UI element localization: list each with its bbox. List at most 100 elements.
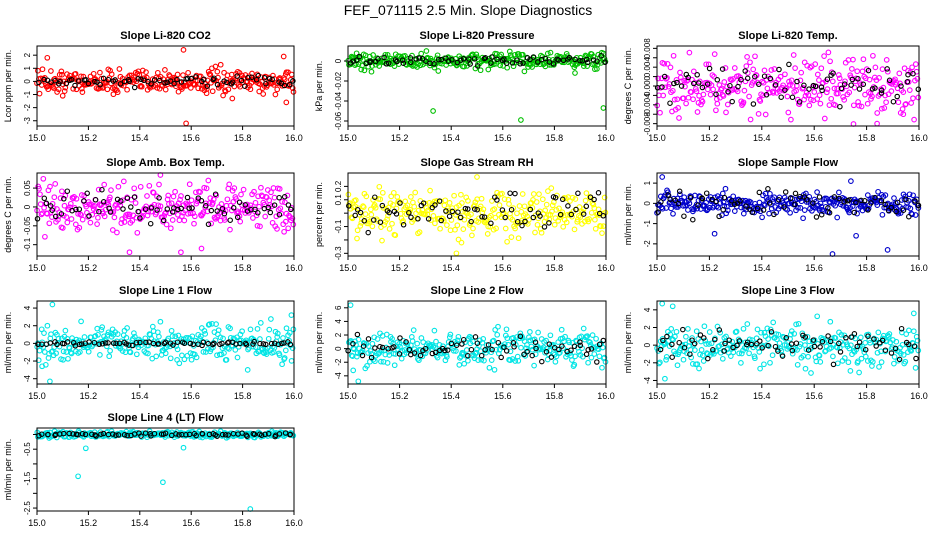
data-point: [569, 357, 575, 363]
data-point: [761, 67, 768, 74]
reference-point: [676, 188, 683, 195]
reference-point: [565, 203, 571, 209]
reference-point: [288, 206, 294, 213]
data-point: [185, 69, 191, 76]
data-point: [787, 209, 793, 216]
reference-point: [851, 331, 858, 337]
data-point: [895, 99, 902, 106]
x-tick-label: 15.6: [182, 391, 200, 401]
reference-point: [417, 352, 424, 359]
data-point: [418, 50, 425, 57]
data-point: [787, 331, 794, 338]
data-point: [244, 367, 251, 373]
data-point: [738, 360, 744, 366]
reference-point: [837, 349, 844, 355]
data-point: [835, 90, 841, 97]
reference-point: [445, 347, 451, 353]
reference-point: [173, 431, 179, 437]
data-point: [78, 318, 84, 325]
reference-point: [819, 87, 825, 94]
data-point: [502, 225, 509, 232]
reference-point: [722, 340, 728, 347]
data-point: [814, 71, 821, 78]
data-point: [883, 57, 890, 63]
data-point: [265, 335, 272, 342]
reference-point: [915, 86, 922, 93]
reference-point: [898, 325, 905, 332]
series-points: [654, 174, 922, 257]
reference-point: [164, 79, 170, 86]
data-point: [551, 221, 558, 228]
data-point: [288, 312, 295, 318]
y-axis-label: ml/min per min.: [623, 184, 633, 246]
y-tick-label: -2: [643, 240, 652, 248]
reference-point: [64, 188, 71, 194]
reference-point: [157, 77, 163, 84]
data-point: [535, 329, 541, 336]
data-point: [62, 327, 69, 334]
data-point: [814, 313, 821, 320]
data-point: [557, 349, 563, 356]
reference-point: [178, 79, 185, 85]
reference-point: [568, 211, 575, 218]
reference-point: [911, 343, 918, 349]
data-point: [386, 226, 393, 232]
data-point: [825, 49, 832, 56]
reference-point: [379, 202, 386, 209]
reference-point: [137, 215, 143, 221]
reference-point: [212, 191, 219, 197]
data-point: [446, 334, 453, 340]
data-point: [204, 208, 211, 215]
data-point: [498, 51, 505, 58]
data-point: [724, 203, 730, 210]
data-point: [686, 200, 693, 207]
reference-point: [81, 198, 87, 204]
data-point: [828, 95, 835, 102]
data-point: [270, 72, 276, 79]
reference-point: [738, 76, 744, 83]
data-point: [914, 75, 921, 82]
y-tick-label: 2: [23, 323, 32, 328]
data-point: [862, 91, 868, 98]
data-point: [724, 101, 731, 108]
reference-point: [224, 79, 230, 86]
y-tick-label: -0.04: [334, 91, 343, 110]
reference-point: [208, 207, 215, 214]
reference-point: [236, 199, 243, 206]
reference-point: [756, 81, 762, 88]
reference-point: [507, 190, 513, 196]
data-point: [770, 90, 777, 96]
data-point: [354, 235, 360, 242]
data-point: [470, 225, 476, 232]
reference-point: [594, 359, 600, 365]
data-point: [863, 205, 870, 212]
data-point: [706, 204, 713, 211]
data-point: [360, 204, 367, 210]
data-point: [181, 356, 188, 363]
data-point: [59, 71, 65, 78]
data-point: [280, 335, 286, 341]
reference-point: [566, 54, 573, 61]
data-point: [753, 335, 760, 342]
reference-point: [818, 84, 825, 90]
reference-point: [195, 195, 202, 201]
data-point: [253, 212, 260, 219]
data-point: [512, 358, 519, 364]
reference-point: [268, 340, 275, 347]
data-point: [156, 206, 163, 213]
reference-point: [400, 60, 407, 66]
data-point: [432, 220, 438, 227]
reference-point: [285, 202, 292, 208]
reference-point: [752, 73, 758, 80]
reference-point: [198, 198, 205, 204]
data-point: [481, 357, 487, 364]
reference-point: [263, 341, 269, 348]
data-point: [902, 193, 909, 200]
reference-point: [898, 83, 904, 89]
data-point: [531, 362, 537, 369]
data-point: [247, 86, 254, 93]
x-tick-label: 15.0: [28, 518, 46, 528]
data-point: [801, 207, 808, 213]
